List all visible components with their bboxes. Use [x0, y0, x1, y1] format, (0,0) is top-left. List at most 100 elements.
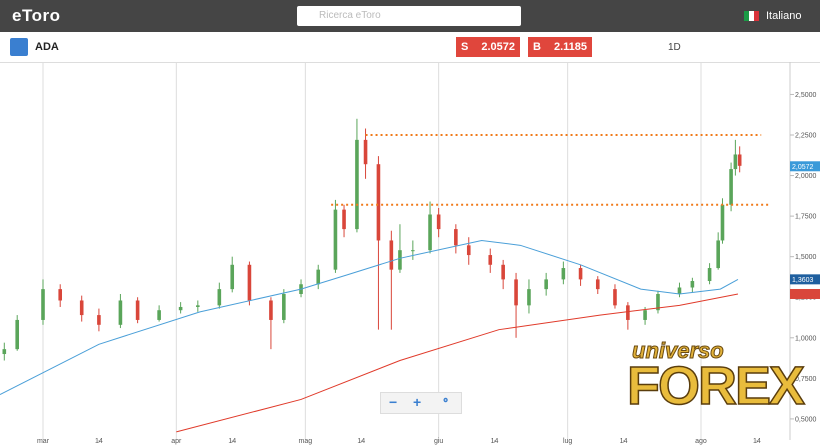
price-tag	[790, 288, 820, 299]
timeframe[interactable]: 1D	[668, 42, 681, 53]
candle-body	[454, 229, 458, 246]
candle-body	[79, 300, 84, 316]
y-tick-label: 0,7500	[795, 376, 817, 383]
moving-average	[0, 239, 739, 396]
x-tick-label: mag	[299, 438, 313, 445]
candle-body	[282, 293, 286, 320]
candle-body	[398, 250, 402, 270]
x-tick-label: 14	[491, 438, 499, 445]
candle-body	[720, 204, 725, 241]
logo[interactable]: eToro	[12, 6, 61, 25]
candle-body	[733, 154, 738, 170]
candle-body	[41, 289, 45, 320]
candle-body	[58, 289, 63, 301]
price-tag-label: 1,3603	[792, 277, 814, 284]
moving-average	[176, 293, 739, 433]
x-tick-label: apr	[171, 438, 182, 445]
y-tick-label: 2,2500	[795, 133, 817, 140]
x-tick-label: ago	[695, 438, 707, 445]
candle-body	[466, 245, 471, 256]
price-tag	[790, 161, 820, 172]
candle-body	[514, 279, 518, 306]
candle-body	[527, 289, 531, 306]
candle-body	[97, 315, 101, 325]
candle-body	[376, 164, 381, 241]
candle-body	[217, 289, 222, 306]
top-bar: eToro Ricerca eToro Italiano	[0, 0, 820, 32]
x-tick-label: 14	[620, 438, 628, 445]
x-tick-label: 14	[357, 438, 365, 445]
candle-body	[389, 240, 394, 270]
candle-body	[716, 240, 720, 269]
toolbar: ADA S 2.0572 B 2.1185 1D	[0, 32, 820, 63]
candle-body	[333, 209, 338, 270]
sell-price: 2.0572	[481, 41, 515, 53]
x-tick-label: 14	[95, 438, 103, 445]
y-tick-label: 2,5000	[795, 92, 817, 99]
x-tick-label: 14	[753, 438, 761, 445]
search-placeholder: Ricerca eToro	[319, 10, 381, 21]
candle-body	[544, 279, 548, 290]
y-tick-label: 1,5000	[795, 254, 817, 261]
candle-body	[677, 287, 682, 294]
candle-body	[595, 279, 600, 290]
watermark: FOREX	[626, 355, 806, 417]
candle-body	[135, 300, 140, 320]
candle-body	[737, 154, 742, 166]
candle-body	[578, 268, 583, 280]
chart: 0,50000,75001,00001,25001,50001,75002,00…	[0, 62, 820, 445]
watermark: universo	[632, 338, 725, 364]
candle-body	[729, 169, 733, 205]
candle-body	[428, 214, 432, 251]
candle-body	[626, 305, 630, 320]
y-tick-label: 2,0000	[795, 173, 817, 180]
flag[interactable]	[744, 11, 759, 21]
candle-body	[690, 281, 695, 288]
candle-body	[157, 310, 161, 320]
candle-body	[178, 306, 183, 311]
share[interactable]: ⚬	[441, 395, 451, 407]
candle-body	[656, 293, 660, 311]
candle-body	[118, 300, 123, 325]
candle-body	[363, 139, 368, 165]
candle-body	[269, 300, 273, 320]
x-tick-label: 14	[228, 438, 236, 445]
candle-body	[707, 268, 712, 282]
candle-body	[355, 139, 359, 230]
price-tag	[790, 274, 820, 285]
candle-body	[643, 310, 647, 320]
zoom-controls: − + ⚬	[380, 392, 462, 414]
buy-price: 2.1185	[553, 41, 587, 53]
x-tick-label: mar	[37, 438, 50, 445]
candle-body	[316, 269, 321, 285]
y-tick-label: 1,7500	[795, 214, 817, 221]
zoom-in[interactable]: +	[413, 394, 422, 410]
candle-body	[501, 264, 505, 280]
candle-body	[342, 209, 346, 230]
symbol: ADA	[35, 41, 59, 53]
symbol-icon	[10, 38, 28, 56]
buy-label: B	[533, 41, 541, 53]
candle-body	[561, 268, 566, 280]
candle-body	[436, 214, 441, 230]
candle-body	[230, 264, 235, 290]
sell-label: S	[461, 41, 469, 53]
y-tick-label: 1,0000	[795, 335, 817, 342]
x-tick-label: lug	[563, 438, 572, 445]
sell-button[interactable]: S 2.0572	[456, 37, 520, 57]
candle-body	[2, 349, 7, 355]
y-tick-label: 0,5000	[795, 416, 817, 423]
candle-body	[488, 255, 493, 265]
candle-body	[411, 250, 415, 252]
candle-body	[15, 319, 20, 350]
candle-body	[247, 264, 252, 301]
language[interactable]: Italiano	[766, 10, 802, 22]
candle-body	[196, 305, 200, 307]
price-tag-label: 2,0572	[792, 164, 814, 171]
candle-body	[613, 289, 617, 306]
zoom-out[interactable]: −	[389, 394, 398, 410]
buy-button[interactable]: B 2.1185	[528, 37, 592, 57]
search-box[interactable]: Ricerca eToro	[297, 6, 521, 26]
x-tick-label: giu	[434, 438, 443, 445]
